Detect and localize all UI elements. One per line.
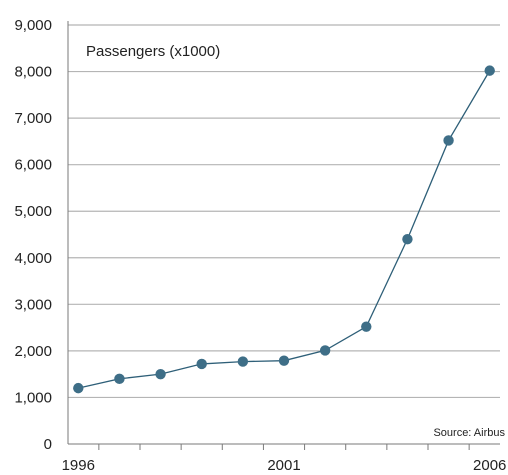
y-tick-label: 4,000 [14, 250, 52, 267]
data-point [155, 368, 166, 380]
y-tick-labels: 0 1,000 2,000 3,000 4,000 5,000 6,000 7,000 8,00… [14, 17, 52, 453]
y-tick-label: 8,000 [14, 64, 52, 81]
data-point [196, 358, 207, 370]
y-tick-label: 2,000 [14, 343, 52, 360]
data-point [114, 373, 125, 385]
grid-lines [68, 24, 500, 399]
y-tick-label: 6,000 [14, 157, 52, 174]
x-tick-label: 2006 [473, 457, 506, 474]
data-point [484, 65, 495, 76]
data-point [278, 355, 290, 366]
axes [67, 21, 500, 450]
data-point [319, 345, 331, 356]
data-point [443, 135, 454, 146]
y-tick-label: 9,000 [14, 17, 52, 34]
data-point [73, 382, 84, 394]
data-point [402, 233, 413, 245]
data-point [361, 321, 372, 332]
y-tick-label: 5,000 [14, 203, 52, 220]
chart-title: Passengers (x1000) [86, 43, 220, 60]
series-passengers [73, 65, 495, 394]
source-note: Source: Airbus [433, 427, 505, 439]
y-tick-label: 3,000 [14, 296, 52, 313]
y-tick-label: 7,000 [14, 110, 52, 127]
data-point [237, 356, 249, 367]
x-tick-label: 2001 [267, 457, 300, 474]
y-tick-label: 1,000 [14, 389, 52, 406]
x-tick-label: 1996 [62, 457, 95, 474]
y-tick-label: 0 [44, 436, 52, 453]
x-tick-labels: 1996 2001 2006 [62, 457, 507, 474]
